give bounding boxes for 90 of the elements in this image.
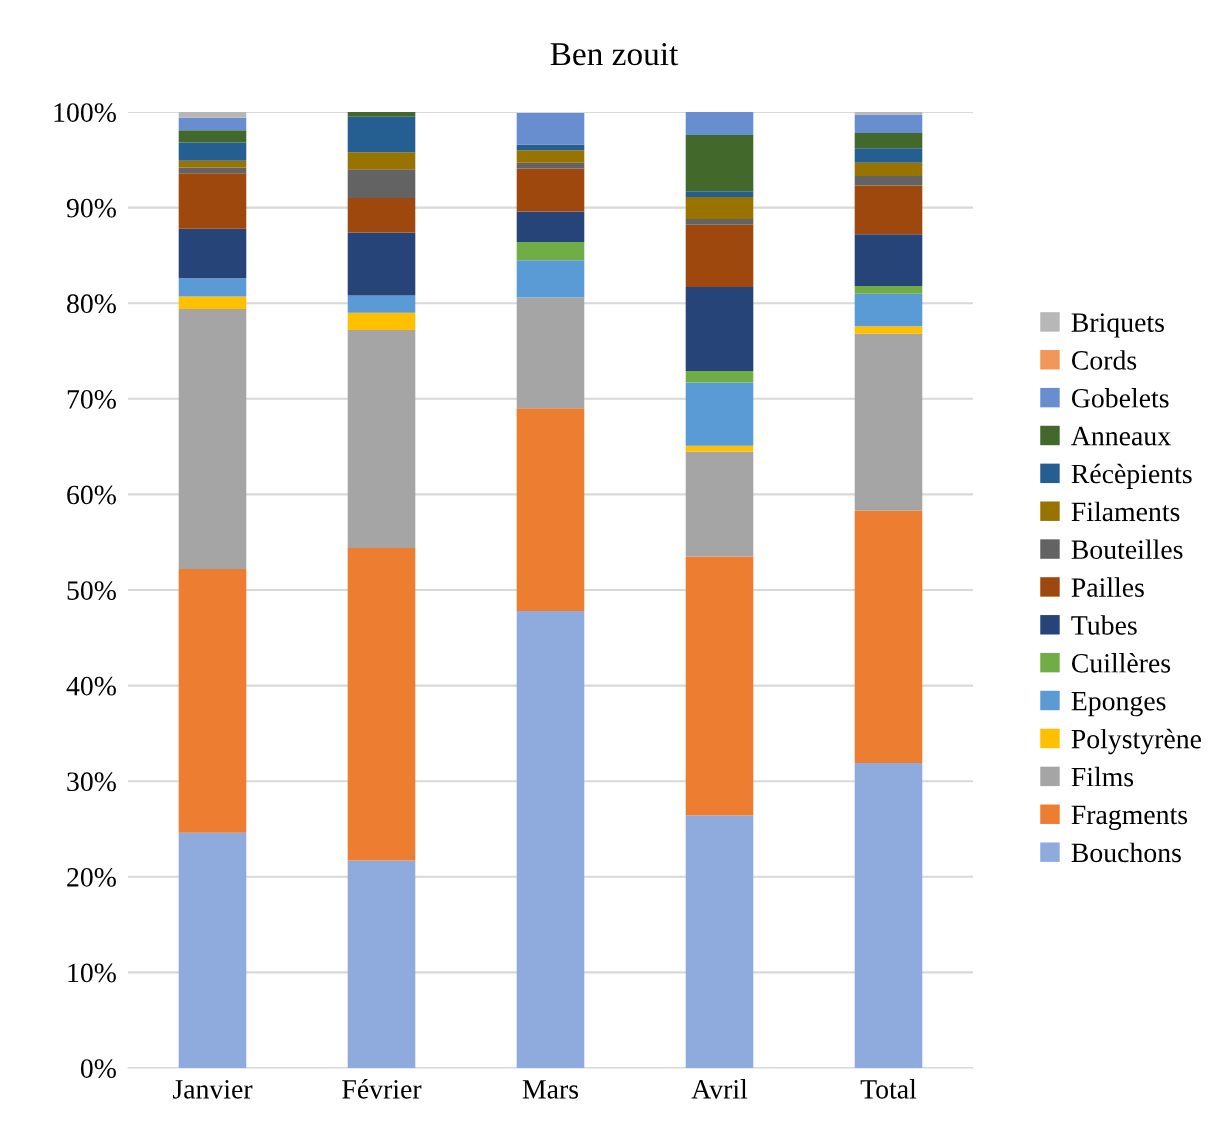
bar (516, 408, 585, 612)
bar (854, 285, 923, 294)
bar (347, 329, 416, 548)
bar (516, 242, 585, 261)
bar (347, 860, 416, 1068)
bar (347, 198, 416, 233)
legend-label: Bouteilles (1071, 539, 1183, 560)
bar (347, 169, 416, 199)
bar (347, 312, 416, 330)
bar (854, 326, 923, 334)
bar (685, 815, 754, 1068)
bar (178, 832, 247, 1068)
bar (854, 133, 923, 149)
bar (178, 278, 247, 297)
legend-label: Briquets (1071, 313, 1164, 338)
bar (347, 232, 416, 296)
x-tick-label: Janvier (172, 1079, 253, 1099)
y-tick-label: 100% (54, 103, 116, 122)
bar (178, 228, 247, 279)
bar (516, 297, 585, 409)
legend-label: Tubes (1071, 615, 1137, 635)
bar (854, 114, 923, 134)
bar (854, 185, 923, 235)
bar (854, 293, 923, 327)
bar (516, 112, 585, 145)
bar (685, 191, 754, 198)
legend-label: Cuillères (1071, 653, 1171, 673)
bar (347, 547, 416, 861)
x-tick-label: Avril (691, 1079, 748, 1099)
bar (685, 112, 754, 135)
bar (516, 611, 585, 1068)
bar (685, 451, 754, 557)
legend-label: Anneaux (1071, 426, 1171, 446)
y-tick-label: 80% (67, 294, 116, 314)
bar (178, 142, 247, 161)
bar (516, 211, 585, 243)
bar (685, 197, 754, 220)
bar (685, 286, 754, 372)
legend-label: Eponges (1071, 692, 1166, 717)
bar (854, 148, 923, 163)
legend-label: Récèpients (1071, 463, 1192, 489)
legend-label: Fragments (1071, 805, 1188, 830)
bar (685, 371, 754, 383)
y-tick-label: 90% (66, 198, 116, 218)
legend-label: Gobelets (1071, 388, 1169, 408)
bar (854, 333, 923, 511)
legend-label: Filaments (1071, 501, 1180, 522)
bar (854, 234, 923, 286)
x-tick-label: Total (860, 1079, 917, 1099)
bar (685, 134, 754, 192)
chart-title: Ben zouit (550, 42, 679, 66)
legend-label: Cords (1071, 350, 1137, 370)
bar (854, 112, 923, 115)
bar (178, 173, 247, 229)
y-tick-label: 20% (67, 867, 116, 887)
bar (854, 176, 923, 186)
bar (685, 556, 754, 816)
y-tick-label: 30% (67, 772, 116, 792)
y-tick-label: 60% (67, 485, 116, 505)
bar (516, 260, 585, 298)
bar (516, 168, 585, 212)
legend-label: Bouchons (1071, 842, 1181, 863)
bar (178, 130, 247, 143)
bar (178, 296, 247, 309)
bar (347, 112, 416, 117)
legend-label: Polystyrène (1071, 728, 1201, 755)
y-tick-label: 70% (67, 389, 116, 409)
x-tick-label: Février (342, 1079, 422, 1099)
bar (854, 763, 923, 1068)
bar (347, 152, 416, 170)
bar (685, 382, 754, 446)
bar (685, 219, 754, 225)
bar (178, 117, 247, 131)
bar (854, 162, 923, 177)
bar (685, 224, 754, 287)
bar (178, 308, 247, 569)
bar (178, 167, 247, 174)
bar (347, 295, 416, 313)
bar (178, 112, 247, 118)
y-tick-label: 50% (67, 581, 116, 600)
legend-label: Pailles (1071, 577, 1144, 597)
bar (347, 116, 416, 153)
y-tick-label: 0% (80, 1059, 116, 1078)
y-tick-label: 40% (66, 676, 116, 696)
bar (516, 150, 585, 163)
bar (178, 568, 247, 833)
x-tick-label: Mars (522, 1080, 579, 1099)
legend-label: Films (1071, 766, 1134, 787)
bar (854, 510, 923, 764)
y-tick-label: 10% (68, 963, 116, 983)
